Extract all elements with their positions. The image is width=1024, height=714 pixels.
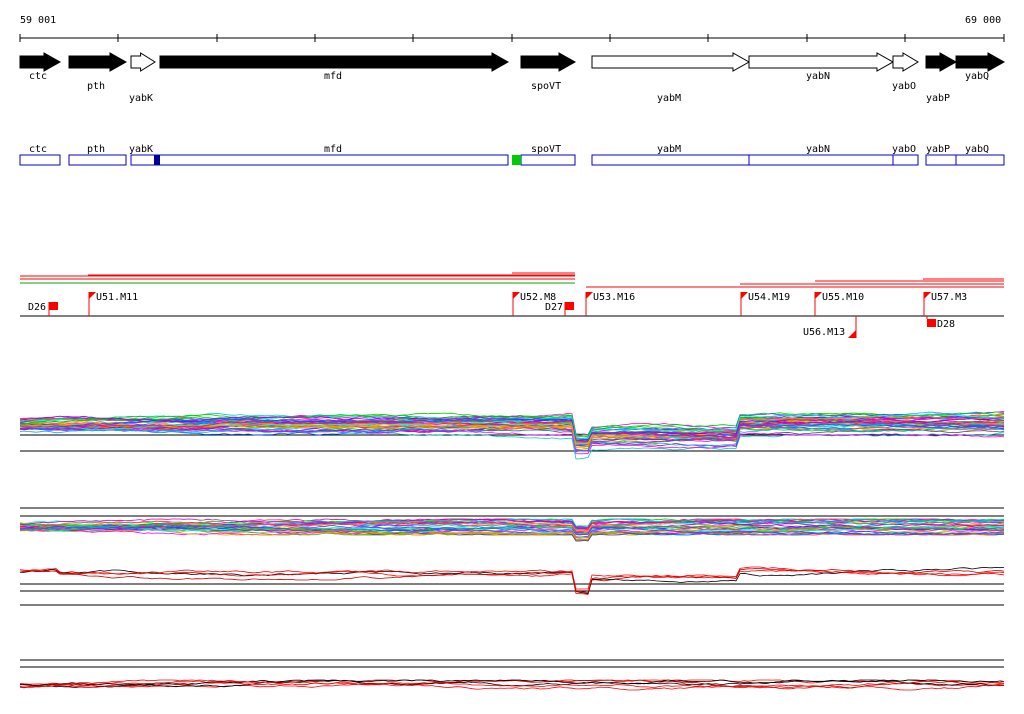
feature-u54-m19[interactable]: U54.M19	[740, 292, 790, 316]
feature-u51-m11[interactable]: U51.M11	[88, 292, 138, 316]
feature-d27[interactable]: D27	[545, 302, 574, 316]
gene-box-track: ctc pth yabK mfd spoVT yabM yabN yabO yabP yabQ	[19, 144, 1005, 166]
gene-box-label-ctc: ctc	[29, 144, 47, 155]
gene-label-spoVT: spoVT	[531, 81, 561, 92]
expression-profile-line	[19, 427, 1005, 452]
coordinate-ruler: 59 001 69 000	[19, 15, 1005, 42]
expression-profile-line	[19, 566, 1005, 590]
ruler-start-label: 59 001	[20, 15, 56, 26]
gene-label-yabK: yabK	[129, 93, 153, 104]
gene-label-yabO: yabO	[892, 81, 916, 92]
expression-profile-line	[19, 524, 1005, 535]
ruler-ticks	[19, 34, 1005, 42]
gene-box-label-yabO: yabO	[892, 144, 916, 155]
gene-label-yabQ: yabQ	[965, 71, 989, 82]
gene-box-spoVT[interactable]	[520, 154, 576, 166]
gene-box-label-yabM: yabM	[657, 144, 681, 155]
feature-u56-m13[interactable]: U56.M13	[803, 316, 857, 338]
expression-profile-line	[19, 524, 1005, 536]
expression-panel-1	[19, 411, 1005, 460]
gene-box-yabQ[interactable]	[955, 154, 1005, 166]
gene-arrow-ctc[interactable]	[19, 52, 62, 72]
gene-label-yabP: yabP	[926, 93, 950, 104]
expression-profile-line	[19, 567, 1005, 594]
gene-arrow-mfd[interactable]	[159, 52, 510, 72]
feature-d26[interactable]: D26	[28, 302, 58, 316]
gene-box-pth[interactable]	[68, 154, 127, 166]
gene-arrow-track: ctc pth yabK mfd spoVT yabM yabN yabO yabP yabQ	[19, 52, 1006, 104]
gene-box-label-spoVT: spoVT	[531, 144, 561, 155]
gene-label-yabN: yabN	[806, 71, 830, 82]
gene-label-yabM: yabM	[657, 93, 681, 104]
gene-box-yabP[interactable]	[925, 154, 957, 166]
expression-panel-3	[19, 659, 1005, 691]
expression-profile-line	[19, 523, 1005, 535]
feature-d28[interactable]: D28	[926, 316, 955, 330]
feature-label: U52.M8	[520, 292, 556, 303]
feature-u53-m16[interactable]: U53.M16	[585, 292, 635, 316]
feature-label: D26	[28, 302, 46, 313]
expression-profile-line	[19, 427, 1005, 455]
gene-arrow-yabK[interactable]	[130, 52, 156, 72]
expression-profile-line	[19, 411, 1005, 437]
gene-box-highlight	[154, 155, 160, 165]
gene-box-label-pth: pth	[87, 144, 105, 155]
gene-box-yabK[interactable]	[130, 154, 509, 166]
gene-label-mfd: mfd	[324, 71, 342, 82]
expression-profile-line	[19, 680, 1005, 689]
gene-box-label-yabN: yabN	[806, 144, 830, 155]
gene-arrow-pth[interactable]	[68, 52, 128, 72]
gene-arrow-yabQ[interactable]	[955, 52, 1006, 72]
gene-arrow-yabP[interactable]	[925, 52, 958, 72]
feature-u55-m10[interactable]: U55.M10	[814, 292, 864, 316]
feature-label: U56.M13	[803, 327, 845, 338]
expression-profile-line	[19, 518, 1005, 535]
expression-profile-line	[19, 518, 1005, 529]
gene-arrow-yabM[interactable]	[591, 52, 751, 72]
feature-u57-m3[interactable]: U57.M3	[923, 292, 967, 316]
expression-profile-line	[19, 417, 1005, 441]
feature-label: U51.M11	[96, 292, 138, 303]
feature-label: U54.M19	[748, 292, 790, 303]
expression-profile-line	[19, 679, 1005, 691]
expression-panel-2	[19, 507, 1005, 606]
gene-label-pth: pth	[87, 81, 105, 92]
feature-label: U53.M16	[593, 292, 635, 303]
gene-box-label-mfd: mfd	[324, 144, 342, 155]
gene-box-yabM[interactable]	[591, 154, 750, 166]
gene-arrow-spoVT[interactable]	[520, 52, 577, 72]
gene-box-ctc[interactable]	[19, 154, 61, 166]
expression-profile-line	[19, 679, 1005, 686]
feature-u52-m8[interactable]: U52.M8	[512, 292, 556, 316]
gene-box-highlight	[512, 155, 521, 165]
gene-box-label-yabK: yabK	[129, 144, 153, 155]
gene-box-label-yabP: yabP	[926, 144, 950, 155]
gene-arrow-yabN[interactable]	[748, 52, 895, 72]
expression-profile-line	[19, 427, 1005, 460]
feature-label: D27	[545, 302, 563, 313]
expression-profile-line	[19, 419, 1005, 442]
gene-arrow-yabO[interactable]	[892, 52, 919, 72]
gene-box-yabO[interactable]	[892, 154, 919, 166]
ruler-end-label: 69 000	[965, 15, 1001, 26]
gene-label-ctc: ctc	[29, 71, 47, 82]
feature-label: U57.M3	[931, 292, 967, 303]
gene-box-yabN[interactable]	[748, 154, 894, 166]
feature-label: U55.M10	[822, 292, 864, 303]
expression-profile-line	[19, 423, 1005, 448]
expression-profile-line	[19, 520, 1005, 539]
feature-label: D28	[937, 319, 955, 330]
gene-box-label-yabQ: yabQ	[965, 144, 989, 155]
